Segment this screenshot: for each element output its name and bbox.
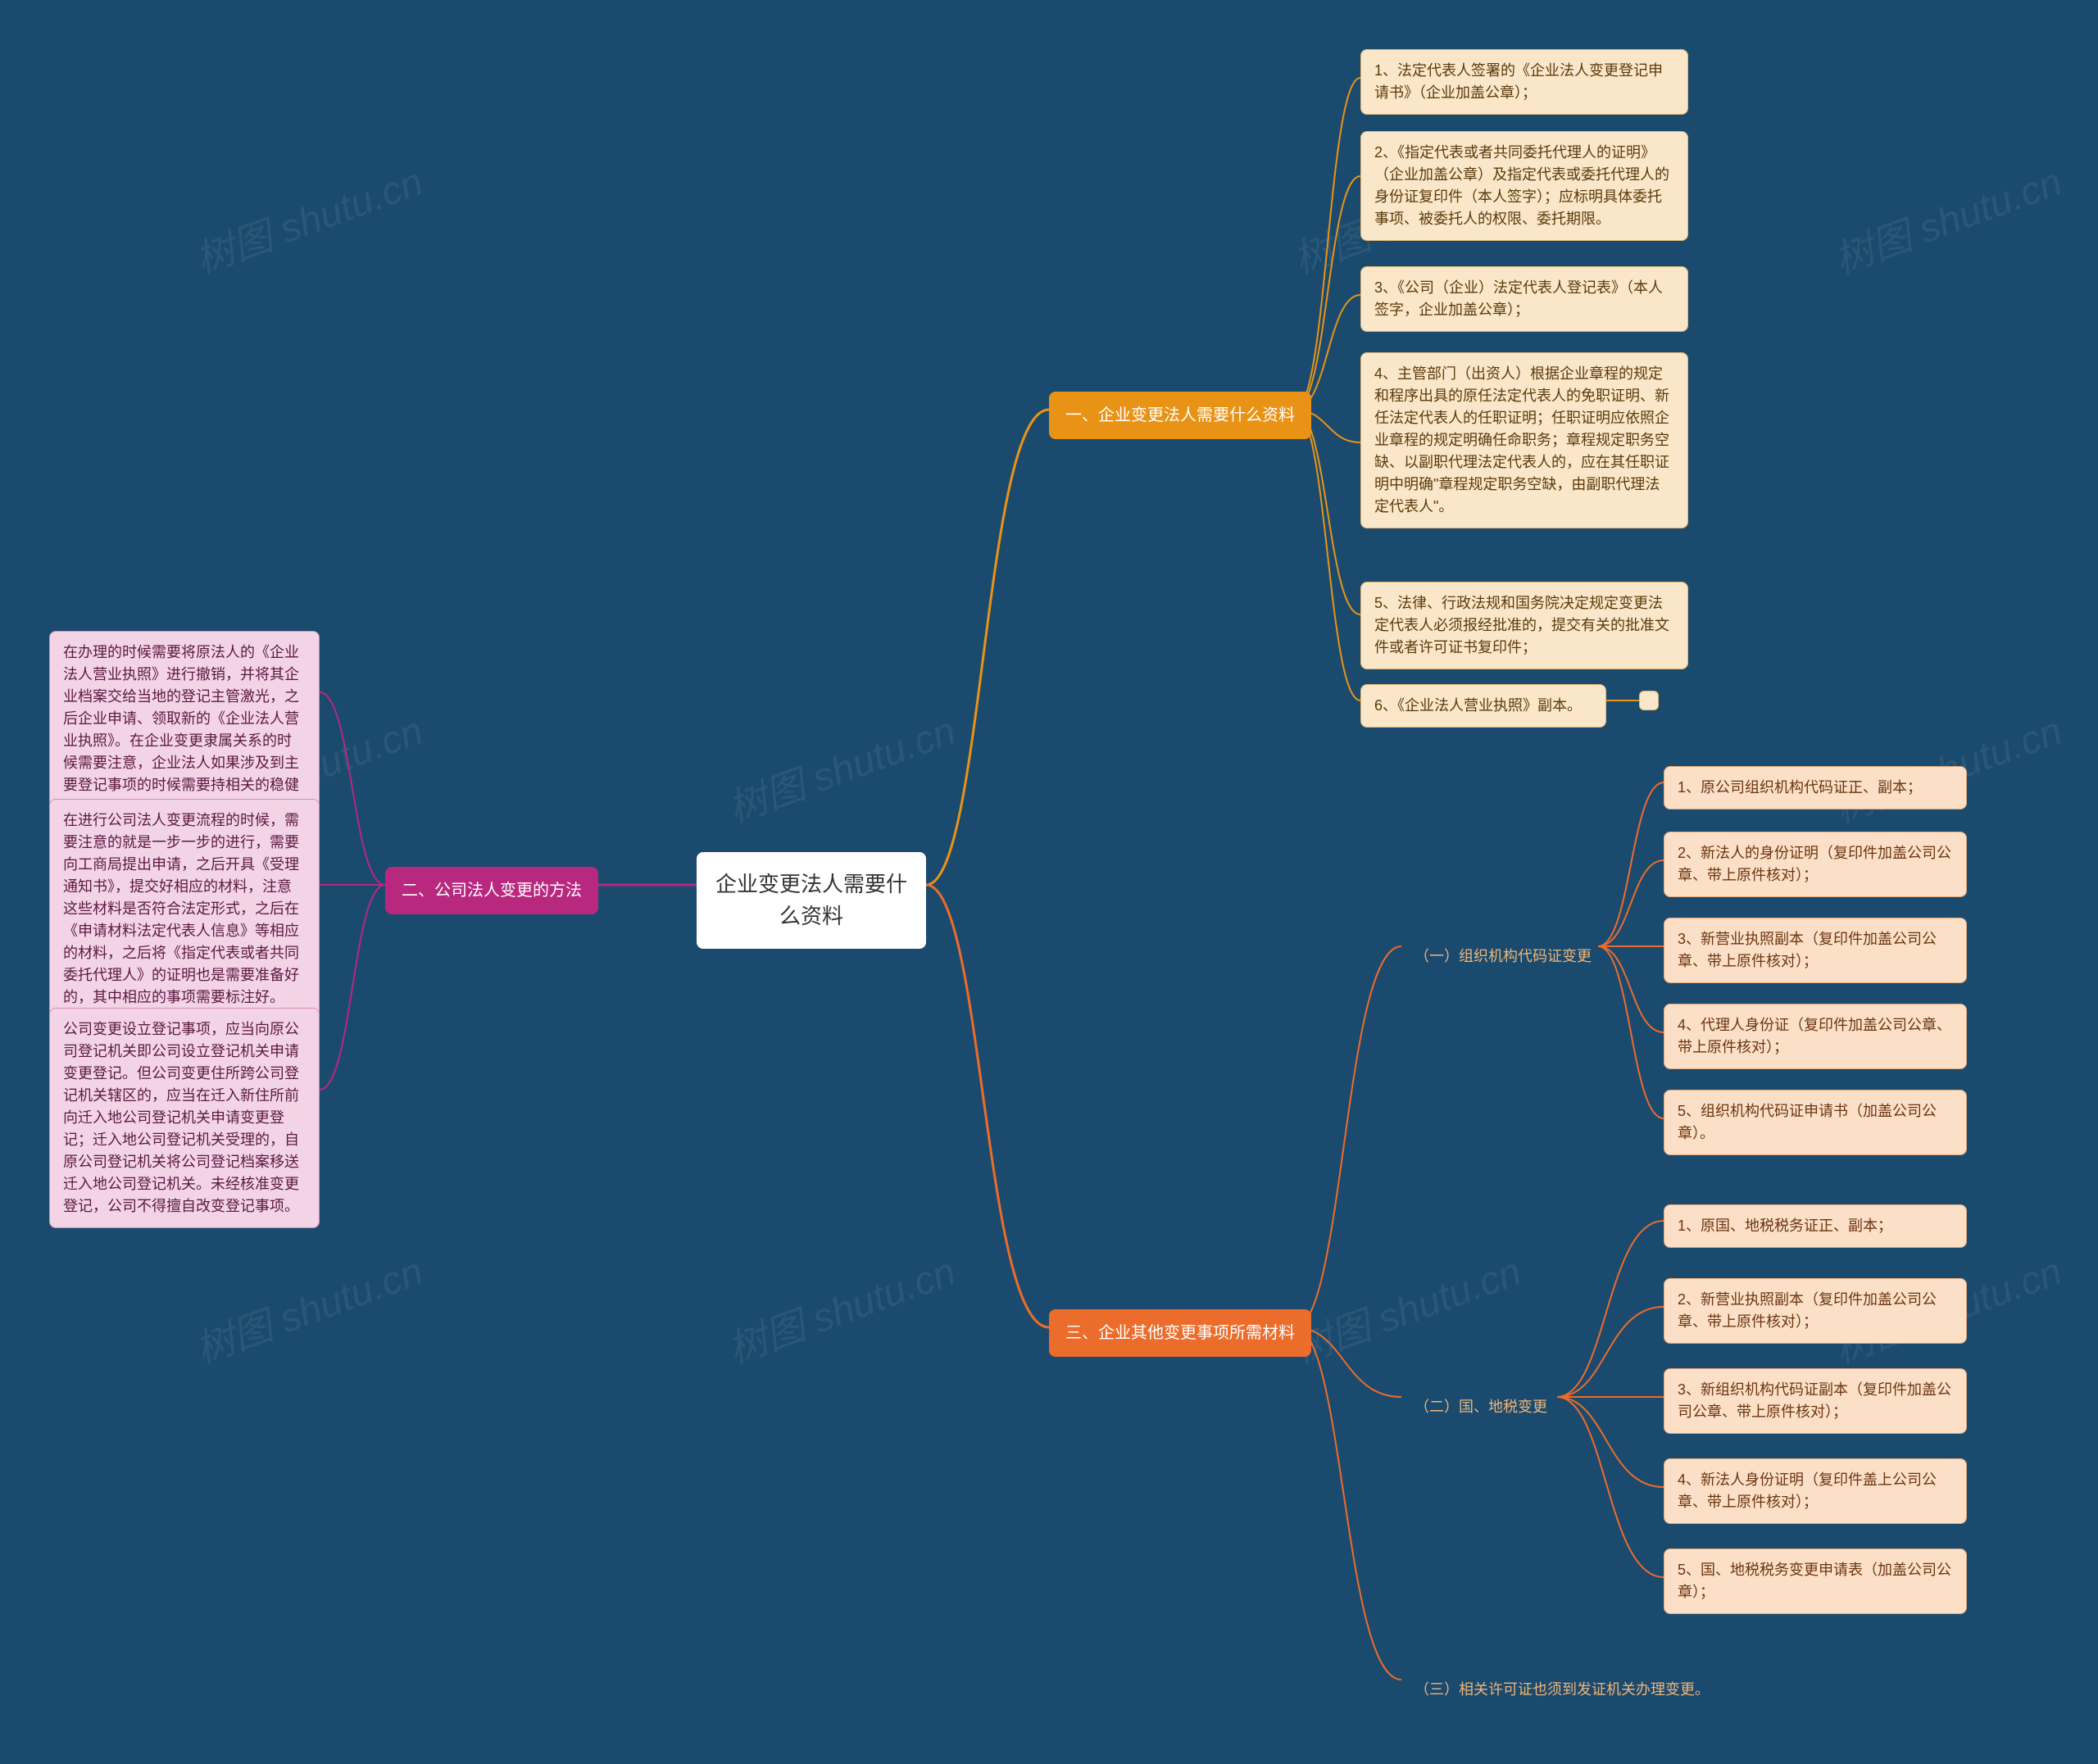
root-node[interactable]: 企业变更法人需要什么资料 (697, 852, 926, 949)
branch-1-item-4[interactable]: 4、主管部门（出资人）根据企业章程的规定和程序出具的原任法定代表人的免职证明、新… (1360, 352, 1688, 528)
branch-1-item-3[interactable]: 3、《公司（企业）法定代表人登记表》（本人签字，企业加盖公章）； (1360, 266, 1688, 332)
watermark: 树图 shutu.cn (186, 149, 429, 284)
branch-3-label: 三、企业其他变更事项所需材料 (1065, 1324, 1295, 1342)
branch-3-sub-2[interactable]: （二）国、地税变更 (1401, 1386, 1560, 1428)
branch-3-sub-2-item-1[interactable]: 1、原国、地税税务证正、副本； (1664, 1204, 1967, 1248)
branch-3-sub-2-item-5-text: 5、国、地税税务变更申请表（加盖公司公章）； (1678, 1562, 1951, 1600)
branch-1-item-1-text: 1、法定代表人签署的《企业法人变更登记申请书》（企业加盖公章）； (1374, 62, 1663, 101)
branch-3-sub-1-item-2-text: 2、新法人的身份证明（复印件加盖公司公章、带上原件核对）； (1678, 845, 1951, 883)
branch-3-sub-2-label: （二）国、地税变更 (1415, 1399, 1547, 1415)
branch-2-label: 二、公司法人变更的方法 (402, 882, 582, 900)
branch-3-sub-3-label: （三）相关许可证也须到发证机关办理变更。 (1415, 1681, 1710, 1698)
watermark: 树图 shutu.cn (719, 1239, 962, 1374)
branch-3-sub-2-item-5[interactable]: 5、国、地税税务变更申请表（加盖公司公章）； (1664, 1549, 1967, 1614)
branch-3-sub-2-item-2-text: 2、新营业执照副本（复印件加盖公司公章、带上原件核对）； (1678, 1291, 1937, 1330)
branch-3-sub-3[interactable]: （三）相关许可证也须到发证机关办理变更。 (1401, 1669, 1723, 1711)
branch-2-item-2[interactable]: 在进行公司法人变更流程的时候，需要注意的就是一步一步的进行，需要向工商局提出申请… (49, 799, 320, 1019)
branch-1-item-2-text: 2、《指定代表或者共同委托代理人的证明》（企业加盖公章）及指定代表或委托代理人的… (1374, 144, 1669, 227)
branch-3-sub-2-item-2[interactable]: 2、新营业执照副本（复印件加盖公司公章、带上原件核对）； (1664, 1278, 1967, 1344)
watermark: 树图 shutu.cn (1825, 149, 2068, 284)
branch-3-sub-1-item-4[interactable]: 4、代理人身份证（复印件加盖公司公章、带上原件核对）； (1664, 1004, 1967, 1069)
branch-3-sub-1-item-3-text: 3、新营业执照副本（复印件加盖公司公章、带上原件核对）； (1678, 931, 1937, 969)
branch-2-item-3-text: 公司变更设立登记事项，应当向原公司登记机关即公司设立登记机关申请变更登记。但公司… (63, 1021, 299, 1214)
branch-1-item-3-text: 3、《公司（企业）法定代表人登记表》（本人签字，企业加盖公章）； (1374, 279, 1663, 318)
watermark: 树图 shutu.cn (1284, 1239, 1528, 1374)
branch-1-label: 一、企业变更法人需要什么资料 (1065, 406, 1295, 424)
root-label: 企业变更法人需要什么资料 (715, 872, 907, 928)
watermark: 树图 shutu.cn (719, 698, 962, 833)
branch-2-item-1-text: 在办理的时候需要将原法人的《企业法人营业执照》进行撤销，并将其企业档案交给当地的… (63, 644, 299, 815)
branch-3-sub-1-item-2[interactable]: 2、新法人的身份证明（复印件加盖公司公章、带上原件核对）； (1664, 832, 1967, 897)
branch-3-sub-1-item-4-text: 4、代理人身份证（复印件加盖公司公章、带上原件核对）； (1678, 1017, 1951, 1055)
branch-1-item-5-text: 5、法律、行政法规和国务院决定规定变更法定代表人必须报经批准的，提交有关的批准文… (1374, 595, 1669, 655)
branch-1-item-4-text: 4、主管部门（出资人）根据企业章程的规定和程序出具的原任法定代表人的免职证明、新… (1374, 365, 1669, 515)
branch-3-sub-1-item-1[interactable]: 1、原公司组织机构代码证正、副本； (1664, 766, 1967, 809)
branch-2-item-2-text: 在进行公司法人变更流程的时候，需要注意的就是一步一步的进行，需要向工商局提出申请… (63, 812, 299, 1005)
branch-3-sub-2-item-3-text: 3、新组织机构代码证副本（复印件加盖公司公章、带上原件核对）； (1678, 1381, 1951, 1420)
branch-2[interactable]: 二、公司法人变更的方法 (385, 867, 598, 914)
branch-3-sub-1-item-5[interactable]: 5、组织机构代码证申请书（加盖公司公章）。 (1664, 1090, 1967, 1155)
branch-2-item-3[interactable]: 公司变更设立登记事项，应当向原公司登记机关即公司设立登记机关申请变更登记。但公司… (49, 1008, 320, 1228)
branch-3-sub-2-item-4-text: 4、新法人身份证明（复印件盖上公司公章、带上原件核对）； (1678, 1472, 1937, 1510)
branch-1-item-1[interactable]: 1、法定代表人签署的《企业法人变更登记申请书》（企业加盖公章）； (1360, 49, 1688, 115)
branch-3-sub-2-item-4[interactable]: 4、新法人身份证明（复印件盖上公司公章、带上原件核对）； (1664, 1458, 1967, 1524)
branch-1-item-6-text: 6、《企业法人营业执照》副本。 (1374, 697, 1582, 714)
branch-3-sub-1-label: （一）组织机构代码证变更 (1415, 948, 1592, 964)
branch-1-item-5[interactable]: 5、法律、行政法规和国务院决定规定变更法定代表人必须报经批准的，提交有关的批准文… (1360, 582, 1688, 669)
branch-1[interactable]: 一、企业变更法人需要什么资料 (1049, 392, 1311, 439)
watermark: 树图 shutu.cn (186, 1239, 429, 1374)
branch-3-sub-1[interactable]: （一）组织机构代码证变更 (1401, 936, 1605, 977)
branch-3-sub-1-item-3[interactable]: 3、新营业执照副本（复印件加盖公司公章、带上原件核对）； (1664, 918, 1967, 983)
branch-3-sub-1-item-5-text: 5、组织机构代码证申请书（加盖公司公章）。 (1678, 1103, 1937, 1141)
branch-3-sub-2-item-1-text: 1、原国、地税税务证正、副本； (1678, 1218, 1892, 1234)
branch-3[interactable]: 三、企业其他变更事项所需材料 (1049, 1309, 1311, 1357)
branch-3-sub-1-item-1-text: 1、原公司组织机构代码证正、副本； (1678, 779, 1922, 796)
branch-1-item-2[interactable]: 2、《指定代表或者共同委托代理人的证明》（企业加盖公章）及指定代表或委托代理人的… (1360, 131, 1688, 241)
branch-3-sub-2-item-3[interactable]: 3、新组织机构代码证副本（复印件加盖公司公章、带上原件核对）； (1664, 1368, 1967, 1434)
branch-1-item-6-extra[interactable] (1639, 691, 1659, 710)
branch-1-item-6[interactable]: 6、《企业法人营业执照》副本。 (1360, 684, 1606, 728)
